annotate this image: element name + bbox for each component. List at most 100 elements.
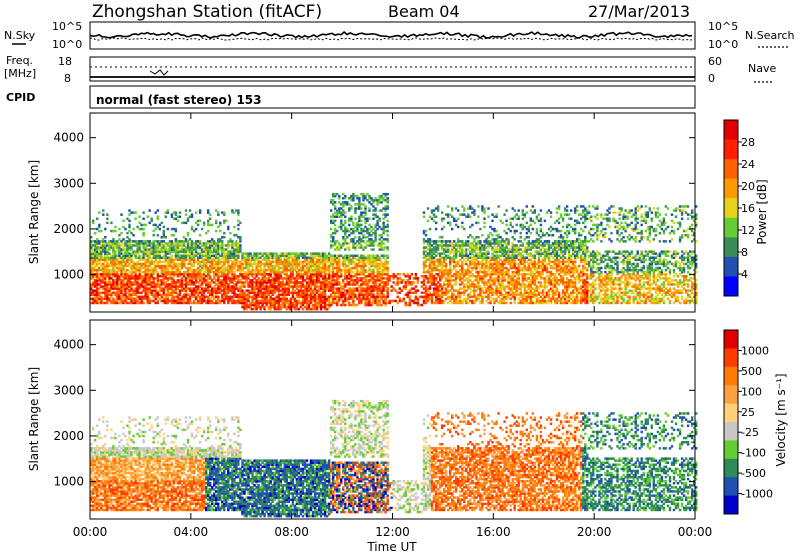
- power-cell: [332, 285, 335, 288]
- power-cell: [323, 254, 327, 257]
- power-cell: [424, 275, 428, 278]
- power-cell: [152, 240, 155, 243]
- power-cell: [465, 277, 468, 280]
- power-cell: [386, 295, 389, 299]
- power-cell: [148, 244, 151, 247]
- power-cell: [438, 295, 442, 299]
- power-cell: [106, 301, 109, 305]
- power-cell: [428, 260, 432, 264]
- power-cell: [309, 285, 313, 288]
- power-cell: [283, 266, 286, 270]
- power-cell: [98, 225, 101, 229]
- power-cell: [485, 246, 488, 249]
- power-cell: [241, 289, 244, 292]
- power-cell: [126, 258, 129, 262]
- power-cell: [188, 258, 192, 262]
- power-cell: [202, 299, 206, 303]
- power-cell: [442, 244, 446, 247]
- power-cell: [420, 275, 424, 278]
- power-cell: [118, 227, 121, 231]
- power-cell: [200, 291, 204, 294]
- power-cell: [301, 279, 305, 282]
- power-cell: [247, 283, 250, 286]
- power-cell: [461, 242, 464, 245]
- power-cell: [376, 221, 379, 225]
- power-cell: [198, 209, 202, 212]
- power-cell: [158, 297, 161, 301]
- power-cell: [269, 273, 272, 276]
- power-cell: [271, 305, 274, 309]
- power-cell: [374, 258, 377, 262]
- power-cell: [362, 277, 365, 280]
- nave-tick-high: 60: [708, 55, 722, 68]
- power-cell: [209, 291, 212, 294]
- power-cell: [287, 299, 290, 303]
- power-cell: [235, 287, 238, 290]
- power-cell: [122, 258, 125, 262]
- power-cell: [239, 299, 242, 303]
- power-cell: [440, 266, 444, 270]
- power-cell: [251, 301, 254, 305]
- power-cell: [348, 248, 351, 251]
- power-cell: [471, 223, 474, 227]
- power-cell: [473, 258, 476, 262]
- power-cell: [174, 301, 178, 305]
- power-cell: [374, 238, 377, 241]
- power-cell: [487, 266, 490, 270]
- power-cell: [110, 254, 113, 257]
- power-cell: [487, 273, 490, 276]
- power-cell: [382, 273, 385, 276]
- power-cell: [255, 307, 258, 311]
- power-cell: [245, 258, 248, 262]
- power-cell: [223, 281, 226, 284]
- power-cell: [108, 291, 111, 294]
- power-cell: [344, 194, 347, 198]
- power-cell: [372, 199, 375, 202]
- power-cell: [253, 273, 256, 276]
- power-cell: [386, 254, 389, 257]
- power-cell: [330, 215, 333, 218]
- power-cell: [198, 254, 202, 257]
- power-cell: [114, 275, 117, 278]
- power-cell: [319, 256, 323, 259]
- power-cell: [164, 252, 167, 255]
- power-cell: [227, 297, 230, 301]
- power-cell: [229, 254, 232, 257]
- power-cell: [136, 266, 139, 270]
- power-cell: [168, 244, 172, 247]
- power-cell: [170, 215, 174, 218]
- power-cell: [384, 192, 387, 196]
- power-cell: [354, 194, 357, 198]
- power-cell: [323, 307, 327, 311]
- power-cell: [96, 293, 99, 296]
- power-cell: [372, 281, 375, 284]
- power-cell: [120, 240, 123, 243]
- power-cell: [293, 291, 297, 294]
- power-cell: [164, 277, 167, 280]
- power-cell: [398, 291, 401, 294]
- power-cell: [196, 268, 200, 272]
- power-cell: [213, 254, 216, 257]
- power-cell: [176, 275, 180, 278]
- power-cell: [368, 194, 371, 198]
- power-cell: [94, 252, 97, 255]
- power-cell: [430, 266, 434, 270]
- power-cell: [453, 301, 456, 305]
- power-cell: [440, 287, 444, 290]
- power-cell: [221, 268, 224, 272]
- power-cell: [138, 250, 141, 253]
- power-cell: [348, 275, 351, 278]
- power-cell: [146, 244, 149, 247]
- power-cell: [188, 215, 192, 218]
- power-cell: [291, 258, 295, 262]
- power-cell: [336, 281, 339, 284]
- power-cell: [372, 260, 375, 264]
- power-cell: [332, 301, 335, 305]
- power-cell: [346, 258, 349, 262]
- power-cell: [186, 281, 190, 284]
- power-cell: [132, 277, 135, 280]
- power-cell: [106, 287, 109, 290]
- power-cell: [328, 303, 331, 307]
- power-cell: [360, 270, 363, 274]
- power-cell: [120, 213, 123, 216]
